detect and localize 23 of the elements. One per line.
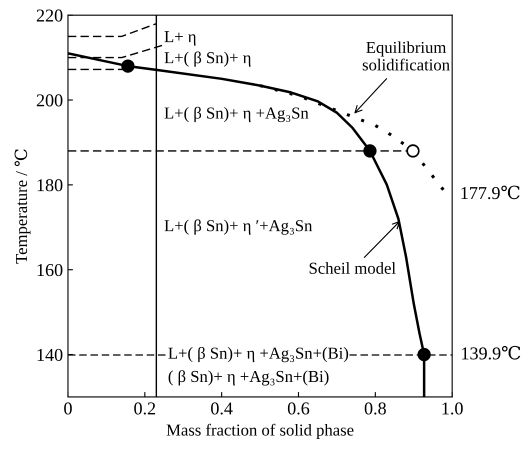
y-axis-title: Temperature / ℃ (14, 149, 30, 264)
y-tick-label: 160 (38, 264, 62, 276)
annotation: L+( β Sn)+ η ′+Ag₃Sn (164, 219, 312, 235)
x-tick-label: 1.0 (442, 402, 463, 415)
y-tick-label: 220 (36, 9, 62, 22)
annotation: L+ η (164, 31, 196, 46)
x-tick-label: 0.2 (134, 402, 156, 415)
annotation: ( β Sn)+ η +Ag₃Sn+(Bi) (168, 370, 329, 386)
x-tick-label: 0.8 (364, 402, 386, 415)
annotation: Equilibrium solidification (362, 41, 450, 70)
annotation: Scheil model (310, 262, 396, 274)
y-tick-label: 180 (38, 179, 62, 192)
annotation: L+( β Sn)+ η (164, 51, 251, 67)
x-tick-label: 0.4 (211, 402, 233, 415)
x-tick-label: 0 (64, 402, 72, 415)
text: 177.9℃ (461, 186, 520, 200)
annotation: L+( β Sn)+ η +Ag₃Sn+(Bi) (168, 346, 348, 362)
y-tick-label: 140 (38, 348, 62, 361)
ref-line-label: 139.9℃ (462, 346, 520, 360)
x-axis-title: Mass fraction of solid phase (166, 424, 354, 440)
annotation: L+( β Sn)+ η +Ag₃Sn (164, 106, 309, 122)
x-tick-label: 0.6 (288, 402, 310, 415)
y-tick-label: 200 (36, 94, 62, 106)
